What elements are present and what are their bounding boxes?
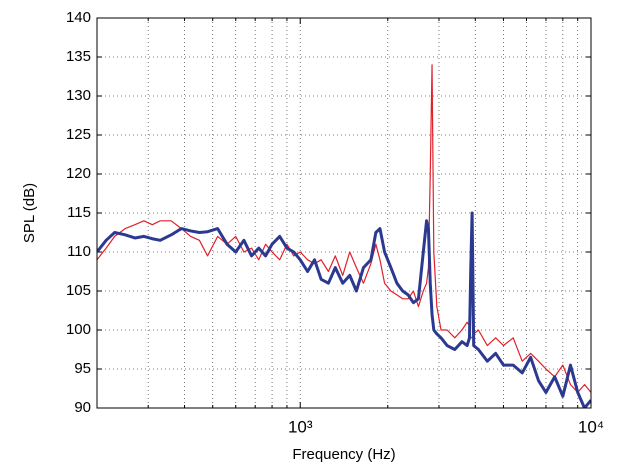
y-tick-label: 125 xyxy=(66,126,91,143)
data-line xyxy=(97,64,591,393)
y-tick-label: 90 xyxy=(74,399,91,416)
y-tick-label: 95 xyxy=(74,360,91,377)
y-tick-label: 100 xyxy=(66,321,91,338)
y-tick-label: 140 xyxy=(66,9,91,26)
y-tick-label: 130 xyxy=(66,87,91,104)
y-tick-label: 120 xyxy=(66,165,91,182)
x-axis-label: Frequency (Hz) xyxy=(292,446,395,463)
y-tick-label: 115 xyxy=(67,204,91,221)
y-tick-label: 110 xyxy=(67,243,91,260)
y-axis-label: SPL (dB) xyxy=(21,183,38,243)
plot-frame xyxy=(96,17,592,409)
data-line xyxy=(97,211,591,408)
x-tick-label: 10⁴ xyxy=(578,417,604,436)
x-tick-label: 10³ xyxy=(288,417,313,436)
y-tick-label: 105 xyxy=(66,282,91,299)
y-tick-label: 135 xyxy=(66,48,91,65)
